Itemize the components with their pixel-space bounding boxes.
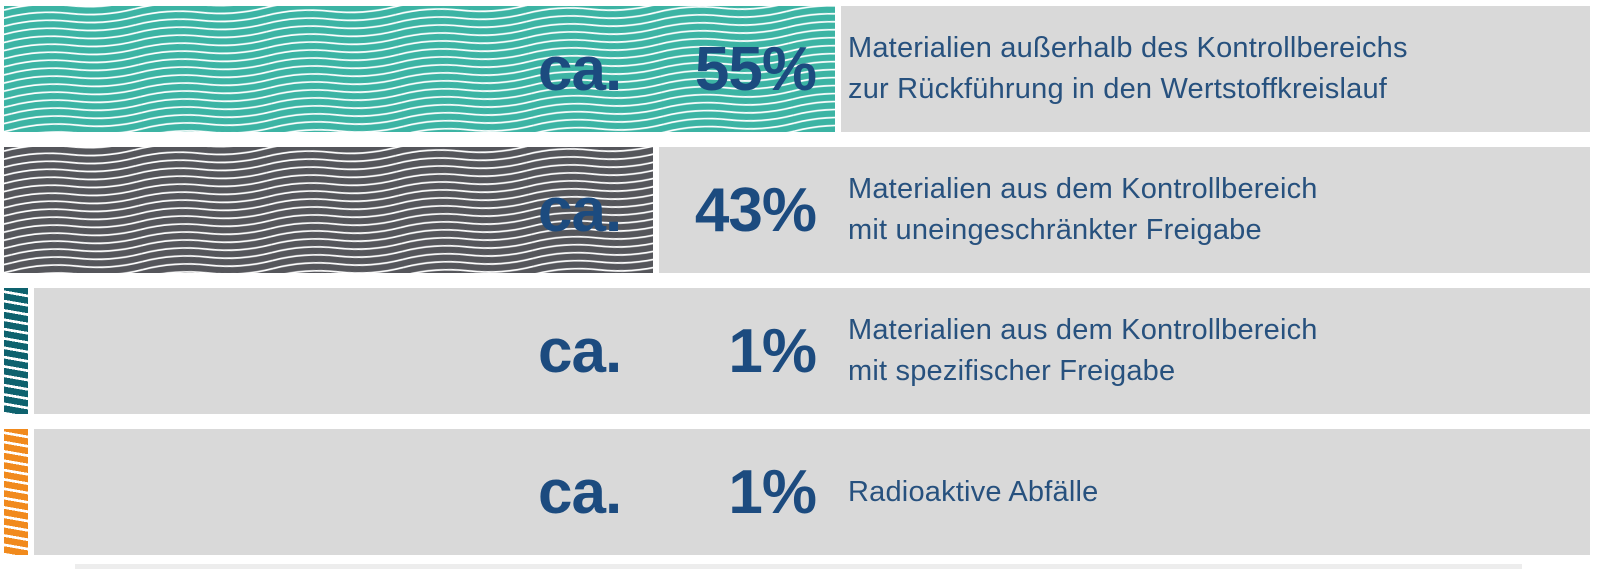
- category-label: Materialien aus dem Kontrollbereich mit …: [848, 147, 1576, 273]
- bar-orange-stripe-pattern: [4, 429, 28, 555]
- bar-gray-wave-pattern: [4, 147, 653, 273]
- bar-darkteal-stripe-pattern: [4, 288, 28, 414]
- bar-teal-wave-pattern: [4, 6, 835, 132]
- category-label: Materialien außerhalb des Kontrollbereic…: [848, 6, 1576, 132]
- category-label-line2: zur Rückführung in den Wertstoffkreislau…: [848, 73, 1388, 105]
- category-label-line1: Materialien aus dem Kontrollbereich: [848, 173, 1318, 205]
- category-label: Radioaktive Abfälle: [848, 429, 1576, 555]
- row-background: [34, 288, 1590, 414]
- value-percent: 1%: [728, 457, 817, 527]
- value-label: ca. 43%: [538, 147, 817, 273]
- category-label-line2: mit spezifischer Freigabe: [848, 355, 1176, 387]
- chart-row-radioactive-waste: ca. 1% Radioaktive Abfälle: [0, 429, 1590, 555]
- next-row-edge: [75, 564, 1522, 569]
- category-label-line2: mit uneingeschränkter Freigabe: [848, 214, 1262, 246]
- value-label: ca. 1%: [538, 429, 817, 555]
- value-prefix: ca.: [538, 175, 622, 245]
- value-prefix: ca.: [538, 457, 622, 527]
- category-label: Materialien aus dem Kontrollbereich mit …: [848, 288, 1576, 414]
- category-label-line1: Materialien außerhalb des Kontrollbereic…: [848, 32, 1408, 64]
- row-background: [659, 147, 1590, 273]
- category-label-line1: Materialien aus dem Kontrollbereich: [848, 314, 1318, 346]
- chart-row-materials-outside-control-area: ca. 55% Materialien außerhalb des Kontro…: [0, 6, 1590, 132]
- category-label-line1: Radioaktive Abfälle: [848, 475, 1099, 508]
- value-label: ca. 55%: [538, 6, 817, 132]
- row-background: [34, 429, 1590, 555]
- row-background: [841, 6, 1590, 132]
- chart-row-materials-unrestricted-release: ca. 43% Materialien aus dem Kontrollbere…: [0, 147, 1590, 273]
- value-percent: 1%: [728, 316, 817, 386]
- value-prefix: ca.: [538, 316, 622, 386]
- chart-row-materials-specific-release: ca. 1% Materialien aus dem Kontrollberei…: [0, 288, 1590, 414]
- value-prefix: ca.: [538, 34, 622, 104]
- value-percent: 55%: [694, 34, 817, 104]
- value-label: ca. 1%: [538, 288, 817, 414]
- value-percent: 43%: [694, 175, 817, 245]
